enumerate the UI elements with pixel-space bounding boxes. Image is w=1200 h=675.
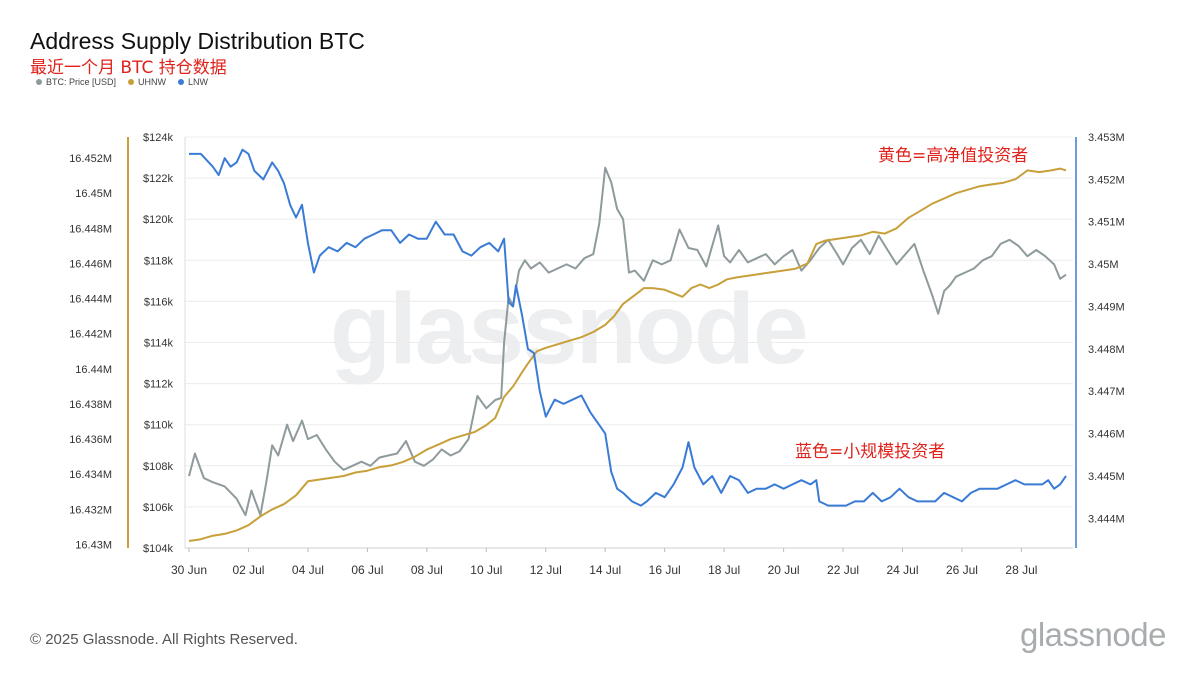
x-tick-label: 26 Jul [946,563,978,577]
glassnode-logo[interactable]: glassnode [1020,616,1166,653]
annotation-lnw: 蓝色=小规模投资者 [795,442,945,462]
legend-dot-price [36,79,42,85]
x-tick-label: 16 Jul [649,563,681,577]
uhnw-tick-label: 16.432M [69,504,112,516]
uhnw-tick-label: 16.452M [69,153,112,165]
x-tick-label: 14 Jul [589,563,621,577]
series-line-btc-price-usd[interactable] [188,166,1067,517]
legend-label-uhnw: UHNW [138,77,167,87]
price-tick-label: $110k [144,420,174,432]
price-tick-label: $120k [143,214,173,226]
price-tick-label: $104k [143,543,173,555]
axes: $104k $106k $108k $110k $112k $114k $116k $118k… [69,132,1125,577]
chart-title: Address Supply Distribution BTC [30,28,365,54]
lnw-tick-label: 3.447M [1088,386,1125,398]
x-tick-label: 20 Jul [768,563,800,577]
uhnw-tick-label: 16.448M [69,223,112,235]
uhnw-tick-label: 16.438M [69,399,112,411]
x-tick-label: 08 Jul [411,563,443,577]
lnw-tick-label: 3.45M [1088,259,1119,271]
price-tick-label: $122k [143,173,173,185]
x-tick-label: 02 Jul [232,563,264,577]
uhnw-tick-label: 16.436M [69,434,112,446]
lnw-tick-label: 3.451M [1088,217,1125,229]
price-tick-label: $124k [143,132,173,144]
watermark: glassnode [330,273,809,385]
legend-item-uhnw[interactable]: UHNW [128,77,166,87]
legend-item-lnw[interactable]: LNW [178,77,208,87]
uhnw-tick-label: 16.434M [69,469,112,481]
price-tick-label: $112k [144,379,174,391]
legend-dot-lnw [178,79,185,85]
uhnw-tick-label: 16.44M [75,364,112,376]
x-tick-label: 30 Jun [171,563,207,577]
price-tick-label: $106k [143,502,173,514]
lnw-tick-label: 3.449M [1088,301,1125,313]
x-tick-label: 28 Jul [1005,563,1037,577]
series-lines [188,148,1067,542]
x-tick-label: 04 Jul [292,563,324,577]
lnw-tick-label: 3.444M [1088,513,1125,525]
lnw-tick-label: 3.446M [1088,429,1125,441]
legend-label-lnw: LNW [188,77,209,87]
lnw-tick-label: 3.452M [1088,174,1125,186]
x-tick-label: 12 Jul [530,563,562,577]
gridlines [185,136,1073,549]
uhnw-tick-label: 16.442M [69,329,112,341]
legend: BTC: Price [USD] UHNW LNW [36,77,208,87]
price-tick-label: $108k [143,461,173,473]
uhnw-tick-label: 16.45M [75,188,112,200]
price-tick-label: $118k [144,255,174,267]
lnw-tick-label: 3.445M [1088,471,1125,483]
x-tick-label: 18 Jul [708,563,740,577]
x-tick-label: 22 Jul [827,563,859,577]
series-line-lnw[interactable] [189,148,1067,507]
legend-label-price: BTC: Price [USD] [46,77,117,87]
uhnw-tick-label: 16.446M [69,258,112,270]
series-line-uhnw[interactable] [188,167,1067,542]
price-tick-label: $116k [144,296,174,308]
annotation-uhnw: 黄色=高净值投资者 [878,146,1028,166]
legend-item-price[interactable]: BTC: Price [USD] [36,77,116,87]
chart-subtitle: 最近一个月 BTC 持仓数据 [30,58,227,78]
x-tick-label: 06 Jul [351,563,383,577]
price-tick-label: $114k [144,338,174,350]
x-tick-label: 10 Jul [470,563,502,577]
legend-dot-uhnw [128,79,135,85]
lnw-tick-label: 3.448M [1088,344,1125,356]
lnw-tick-label: 3.453M [1088,132,1125,144]
x-tick-label: 24 Jul [886,563,918,577]
copyright: © 2025 Glassnode. All Rights Reserved. [30,631,298,648]
uhnw-tick-label: 16.444M [69,294,112,306]
uhnw-tick-label: 16.43M [75,539,112,551]
